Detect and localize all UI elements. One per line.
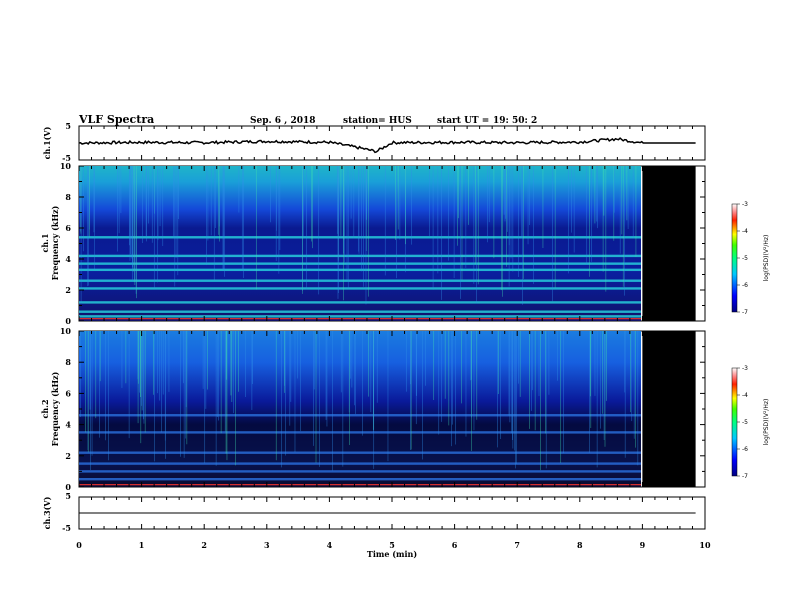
ch1-waveform-line: [78, 137, 696, 154]
x-tick-label: 6: [452, 540, 458, 550]
ch1-ytick-label: 0: [65, 316, 71, 326]
ch2-spectrogram-image: [79, 331, 641, 487]
ch1-waveform-ylabel: ch.1(V): [42, 126, 52, 159]
ch1-ytick-label: 4: [65, 254, 71, 264]
colorbar-tick-label: -5: [742, 419, 748, 426]
ch1-ytick-label: 8: [65, 192, 71, 202]
x-tick-label: 1: [139, 540, 145, 550]
ch3-ytick-bottom: -5: [62, 523, 71, 533]
colorbar-tick-label: -6: [742, 446, 748, 453]
ch1-colorbar-label: log(PSD)(V²/Hz): [763, 235, 770, 282]
colorbar-tick-label: -4: [742, 392, 748, 399]
ch2-band-0: [79, 478, 641, 481]
x-tick-label: 4: [327, 540, 333, 550]
station-label: station= HUS: [343, 116, 412, 126]
ch1-band-4: [79, 279, 641, 282]
ch2-band-3: [79, 451, 641, 454]
x-axis-label: Time (min): [367, 549, 417, 559]
x-tick-label: 8: [577, 540, 583, 550]
ch1-band-8: [79, 236, 641, 239]
ch1-band-0: [79, 315, 641, 318]
chart-title: VLF Spectra: [78, 113, 154, 126]
colorbar-tick-label: -3: [742, 365, 748, 372]
ch2-ytick-label: 2: [65, 451, 71, 461]
date-label: Sep. 6 , 2018: [250, 116, 316, 126]
ch2-colorbar: [731, 367, 738, 477]
x-tick-label: 0: [76, 540, 82, 550]
ch1-band-3: [79, 287, 641, 290]
ch1-ytick-label: 10: [60, 161, 72, 171]
ch2-channel-label: ch.2: [40, 399, 50, 418]
start-time-prefix: start UT =: [437, 116, 489, 126]
ch2-band-4: [79, 431, 641, 434]
ch2-band-5: [79, 414, 641, 417]
x-tick-label: 2: [201, 540, 207, 550]
ch2-ytick-label: 10: [60, 326, 72, 336]
colorbar-tick-label: -6: [742, 282, 748, 289]
colorbar-tick-label: -7: [742, 309, 748, 316]
ch2-ytick-label: 6: [65, 388, 71, 398]
ch1-ytick-label: 6: [65, 223, 71, 233]
ch2-no-data-region: [642, 331, 696, 487]
ch3-ytick-top: 5: [65, 491, 71, 501]
ch1-band-7: [79, 254, 641, 258]
start-time-value: 19: 50: 2: [493, 116, 537, 126]
ch1-ytick-label: 2: [65, 285, 71, 295]
x-tick-label: 10: [699, 540, 711, 550]
x-tick-label: 9: [640, 540, 646, 550]
ch2-colorbar-label: log(PSD)(V²/Hz): [763, 399, 770, 446]
ch1-band-2: [79, 301, 641, 304]
x-tick-label: 3: [264, 540, 270, 550]
ch1-spectrogram-image: [79, 166, 641, 321]
ch2-ytick-label: 8: [65, 357, 71, 367]
ch2-low-freq-line: [79, 484, 641, 486]
ch2-frequency-ylabel: Frequency (kHz): [50, 371, 60, 446]
ch1-ytick-top: 5: [65, 121, 71, 131]
colorbar-tick-label: -7: [742, 473, 748, 480]
ch3-waveform-ylabel: ch.3(V): [42, 496, 52, 529]
ch2-ytick-label: 4: [65, 420, 71, 430]
ch1-low-freq-line: [79, 318, 641, 320]
ch2-band-2: [79, 462, 641, 465]
ch1-no-data-region: [642, 166, 696, 321]
ch1-colorbar: [731, 203, 738, 313]
ch1-channel-label: ch.1: [40, 233, 50, 252]
colorbar-tick-label: -4: [742, 228, 748, 235]
ch1-band-6: [79, 262, 641, 265]
x-tick-label: 7: [514, 540, 520, 550]
colorbar-tick-label: -5: [742, 255, 748, 262]
ch1-band-5: [79, 268, 641, 272]
ch1-ytick-bottom: -5: [62, 153, 71, 163]
ch1-frequency-ylabel: Frequency (kHz): [50, 205, 60, 280]
ch2-ytick-label: 0: [65, 482, 71, 492]
ch2-band-1: [79, 470, 641, 473]
ch1-band-1: [79, 310, 641, 313]
x-tick-label: 5: [389, 540, 395, 550]
colorbar-tick-label: -3: [742, 201, 748, 208]
